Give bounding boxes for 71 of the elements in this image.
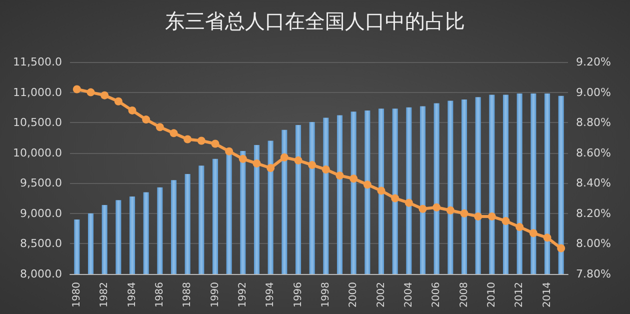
point xyxy=(460,209,468,218)
y-tick-label: 10,500.0 xyxy=(13,116,62,130)
y2-tick-label: 8.00% xyxy=(576,237,611,250)
x-tick-label: 2006 xyxy=(431,282,442,308)
point xyxy=(350,174,358,183)
point xyxy=(446,206,454,214)
point xyxy=(294,156,302,164)
x-tick-label: 2000 xyxy=(348,282,360,308)
x-tick-label: 2010 xyxy=(486,282,498,308)
point xyxy=(502,217,510,225)
y-tick-label: 8,000.0 xyxy=(20,268,62,280)
point xyxy=(529,229,538,238)
point xyxy=(308,160,316,169)
chart-title: 东三省总人口在全国人口中的占比 xyxy=(165,9,465,33)
y2-tick-label: 8.20% xyxy=(576,206,611,220)
point xyxy=(543,234,552,242)
x-tick-label: 2014 xyxy=(542,282,553,308)
x-tick-label: 2012 xyxy=(514,282,526,308)
x-tick-label: 2002 xyxy=(376,282,387,308)
point xyxy=(557,244,566,252)
point xyxy=(128,106,136,114)
point xyxy=(211,140,220,148)
y2-tick-label: 9.00% xyxy=(576,86,611,99)
point xyxy=(488,212,496,220)
point xyxy=(432,203,441,212)
x-tick-label: 1984 xyxy=(126,282,138,308)
x-tick-label: 1986 xyxy=(154,282,166,308)
point xyxy=(72,85,81,94)
x-tick-label: 1994 xyxy=(265,282,276,308)
point xyxy=(197,136,206,145)
point xyxy=(391,194,400,202)
point xyxy=(86,88,95,96)
point xyxy=(280,153,288,162)
x-tick-label: 1992 xyxy=(237,282,248,308)
point xyxy=(184,135,192,144)
point xyxy=(516,223,524,232)
x-tick-label: 1982 xyxy=(99,282,110,308)
y-tick-label: 9,500.0 xyxy=(20,176,62,190)
point xyxy=(100,91,109,100)
y2-tick-label: 9.20% xyxy=(576,56,611,68)
y-tick-label: 8,500.0 xyxy=(20,237,62,250)
x-tick-label: 1988 xyxy=(182,282,194,308)
x-tick-label: 2004 xyxy=(403,282,414,308)
x-tick-label: 1998 xyxy=(320,282,332,308)
x-tick-label: 2008 xyxy=(458,282,470,308)
point xyxy=(377,186,386,195)
y2-tick-label: 8.80% xyxy=(576,116,611,130)
y-tick-label: 9,000.0 xyxy=(20,206,62,220)
point xyxy=(225,147,234,156)
y2-tick-label: 8.40% xyxy=(576,176,611,190)
point xyxy=(252,159,261,168)
point xyxy=(142,116,150,124)
point xyxy=(114,97,122,106)
y2-tick-label: 7.80% xyxy=(576,268,611,280)
point xyxy=(156,123,164,132)
point xyxy=(404,198,413,207)
x-tick-label: 1980 xyxy=(71,282,82,308)
point xyxy=(418,204,427,213)
x-tick-label: 1990 xyxy=(210,282,221,308)
point xyxy=(238,154,247,163)
point xyxy=(474,212,482,220)
point xyxy=(266,164,275,172)
point xyxy=(170,129,178,138)
y-tick-label: 11,500.0 xyxy=(13,56,62,68)
point xyxy=(363,180,372,189)
y2-tick-label: 8.60% xyxy=(576,146,611,160)
point xyxy=(336,172,344,180)
point xyxy=(322,166,330,174)
y-tick-label: 11,000.0 xyxy=(13,86,62,99)
x-tick-label: 1996 xyxy=(292,282,304,308)
y-tick-label: 10,000.0 xyxy=(13,146,62,160)
